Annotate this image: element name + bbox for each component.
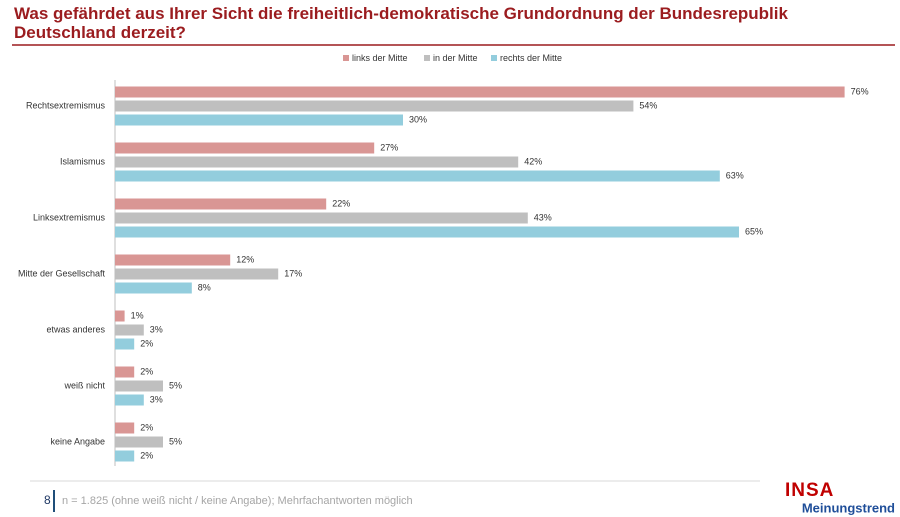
logo-insa: INSA: [785, 480, 834, 501]
bar: [115, 324, 144, 336]
category-label: Islamismus: [60, 156, 106, 166]
category-label: Rechtsextremismus: [26, 100, 106, 110]
bar: [115, 100, 634, 112]
bar: [115, 366, 135, 378]
legend-swatch: [491, 55, 497, 61]
value-label: 42%: [524, 156, 542, 166]
bar: [115, 380, 163, 392]
bar: [115, 254, 231, 266]
footnote: n = 1.825 (ohne weiß nicht / keine Angab…: [62, 495, 413, 507]
bar: [115, 86, 845, 98]
bar: [115, 226, 739, 238]
bar: [115, 114, 403, 126]
bar: [115, 198, 327, 210]
value-label: 8%: [198, 282, 211, 292]
category-label: weiß nicht: [63, 380, 105, 390]
legend-swatch: [343, 55, 349, 61]
legend-label: in der Mitte: [433, 53, 478, 63]
bar: [115, 156, 519, 168]
category-label: Linksextremismus: [33, 212, 106, 222]
value-label: 1%: [131, 310, 144, 320]
value-label: 3%: [150, 324, 163, 334]
bar: [115, 338, 135, 350]
value-label: 17%: [284, 268, 302, 278]
value-label: 76%: [851, 86, 869, 96]
value-label: 22%: [332, 198, 350, 208]
legend-label: rechts der Mitte: [500, 53, 562, 63]
value-label: 2%: [140, 366, 153, 376]
value-label: 12%: [236, 254, 254, 264]
bar: [115, 394, 144, 406]
category-label: Mitte der Gesellschaft: [18, 268, 106, 278]
value-label: 2%: [140, 450, 153, 460]
value-label: 5%: [169, 436, 182, 446]
value-label: 43%: [534, 212, 552, 222]
bar: [115, 310, 125, 322]
category-label: etwas anderes: [46, 324, 105, 334]
page-number: 8: [44, 493, 51, 507]
bar: [115, 450, 135, 462]
bar: [115, 436, 163, 448]
bar: [115, 422, 135, 434]
value-label: 27%: [380, 142, 398, 152]
value-label: 63%: [726, 170, 744, 180]
value-label: 30%: [409, 114, 427, 124]
value-label: 65%: [745, 226, 763, 236]
legend-label: links der Mitte: [352, 53, 408, 63]
category-label: keine Angabe: [50, 436, 105, 446]
footer-bar: [53, 490, 55, 512]
logo-meinungstrend: Meinungstrend: [802, 500, 895, 515]
value-label: 2%: [140, 338, 153, 348]
bar: [115, 212, 528, 224]
chart-title: Was gefährdet aus Ihrer Sicht die freihe…: [14, 4, 788, 42]
bar: [115, 268, 279, 280]
legend-swatch: [424, 55, 430, 61]
bar: [115, 170, 720, 182]
bar: [115, 282, 192, 294]
value-label: 54%: [639, 100, 657, 110]
value-label: 5%: [169, 380, 182, 390]
bar: [115, 142, 375, 154]
value-label: 3%: [150, 394, 163, 404]
value-label: 2%: [140, 422, 153, 432]
